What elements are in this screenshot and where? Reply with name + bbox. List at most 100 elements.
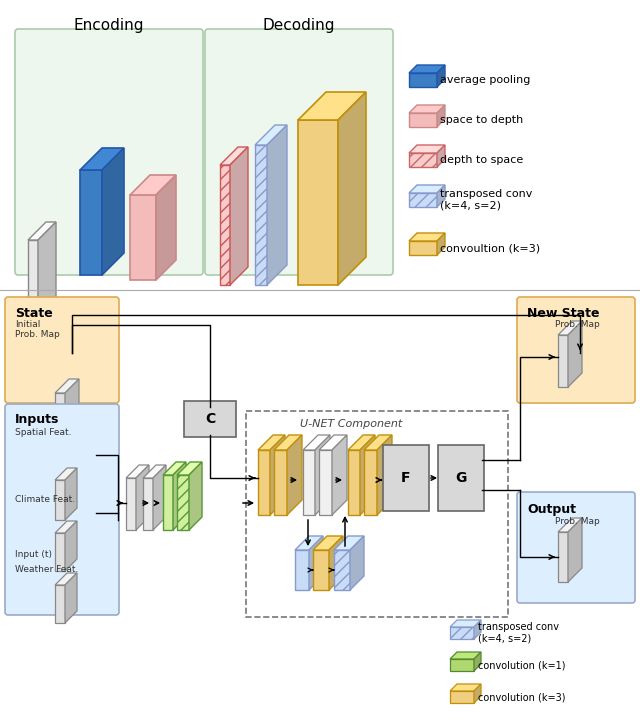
- Polygon shape: [177, 475, 189, 530]
- Polygon shape: [258, 435, 285, 450]
- Polygon shape: [409, 241, 437, 255]
- FancyBboxPatch shape: [15, 29, 203, 275]
- Polygon shape: [315, 435, 330, 515]
- Polygon shape: [143, 465, 166, 478]
- Polygon shape: [364, 435, 392, 450]
- Text: Encoding: Encoding: [74, 18, 144, 33]
- Polygon shape: [568, 321, 582, 387]
- Polygon shape: [348, 435, 375, 450]
- Polygon shape: [255, 125, 287, 145]
- Polygon shape: [319, 435, 347, 450]
- Polygon shape: [55, 379, 79, 393]
- Polygon shape: [474, 684, 481, 703]
- Polygon shape: [303, 435, 330, 450]
- FancyBboxPatch shape: [205, 29, 393, 275]
- Polygon shape: [55, 468, 77, 480]
- Polygon shape: [437, 145, 445, 167]
- Polygon shape: [55, 585, 65, 623]
- Polygon shape: [274, 435, 302, 450]
- Polygon shape: [334, 550, 350, 590]
- Polygon shape: [409, 145, 445, 153]
- Polygon shape: [437, 105, 445, 127]
- Text: average pooling: average pooling: [440, 75, 531, 85]
- Polygon shape: [329, 536, 343, 590]
- Text: convolution (k=1): convolution (k=1): [478, 660, 566, 670]
- Polygon shape: [348, 450, 360, 515]
- Polygon shape: [437, 65, 445, 87]
- Polygon shape: [130, 195, 156, 280]
- Polygon shape: [558, 518, 582, 532]
- FancyBboxPatch shape: [184, 401, 236, 437]
- FancyBboxPatch shape: [5, 404, 119, 615]
- Text: C: C: [205, 412, 215, 426]
- Text: Climate Feat.: Climate Feat.: [15, 495, 75, 504]
- Polygon shape: [298, 120, 338, 285]
- Polygon shape: [177, 462, 202, 475]
- Polygon shape: [55, 533, 65, 571]
- FancyBboxPatch shape: [383, 445, 429, 511]
- Text: U-NET Component: U-NET Component: [300, 419, 403, 429]
- Polygon shape: [130, 175, 176, 195]
- Polygon shape: [65, 379, 79, 448]
- Polygon shape: [28, 222, 56, 240]
- Text: Initial
Prob. Map: Initial Prob. Map: [15, 320, 60, 339]
- Text: Prob. Map: Prob. Map: [555, 320, 600, 329]
- Text: transposed conv
(k=4, s=2): transposed conv (k=4, s=2): [440, 189, 532, 211]
- Polygon shape: [55, 573, 77, 585]
- Polygon shape: [558, 532, 568, 582]
- Polygon shape: [409, 113, 437, 127]
- Polygon shape: [189, 462, 202, 530]
- Polygon shape: [255, 145, 267, 285]
- Polygon shape: [136, 465, 149, 530]
- Polygon shape: [55, 521, 77, 533]
- Polygon shape: [65, 468, 77, 520]
- Polygon shape: [65, 573, 77, 623]
- Polygon shape: [173, 462, 186, 530]
- Text: Input (t): Input (t): [15, 550, 52, 559]
- Polygon shape: [298, 92, 366, 120]
- Polygon shape: [295, 550, 309, 590]
- Polygon shape: [163, 462, 186, 475]
- Text: space to depth: space to depth: [440, 115, 524, 125]
- Polygon shape: [450, 659, 474, 671]
- Polygon shape: [350, 536, 364, 590]
- Polygon shape: [156, 175, 176, 280]
- Polygon shape: [313, 536, 343, 550]
- Polygon shape: [267, 125, 287, 285]
- Polygon shape: [338, 92, 366, 285]
- Polygon shape: [153, 465, 166, 530]
- Polygon shape: [309, 536, 323, 590]
- Polygon shape: [55, 480, 65, 520]
- Polygon shape: [126, 478, 136, 530]
- Polygon shape: [270, 435, 285, 515]
- Polygon shape: [80, 170, 102, 275]
- Polygon shape: [437, 233, 445, 255]
- Polygon shape: [303, 450, 315, 515]
- Polygon shape: [409, 153, 437, 167]
- Polygon shape: [450, 652, 481, 659]
- Polygon shape: [568, 518, 582, 582]
- Polygon shape: [409, 233, 445, 241]
- Polygon shape: [558, 321, 582, 335]
- Polygon shape: [102, 148, 124, 275]
- FancyBboxPatch shape: [438, 445, 484, 511]
- Polygon shape: [450, 627, 474, 639]
- Polygon shape: [220, 165, 230, 285]
- Polygon shape: [319, 450, 332, 515]
- Polygon shape: [409, 105, 445, 113]
- Text: convoultion (k=3): convoultion (k=3): [440, 243, 540, 253]
- Polygon shape: [450, 620, 481, 627]
- Polygon shape: [474, 652, 481, 671]
- Text: transposed conv
(k=4, s=2): transposed conv (k=4, s=2): [478, 622, 559, 644]
- Polygon shape: [474, 620, 481, 639]
- FancyBboxPatch shape: [517, 492, 635, 603]
- Text: Spatial Feat.: Spatial Feat.: [15, 428, 72, 437]
- Text: Prob. Map: Prob. Map: [555, 517, 600, 526]
- Text: G: G: [455, 471, 467, 485]
- Polygon shape: [332, 435, 347, 515]
- Polygon shape: [163, 475, 173, 530]
- Polygon shape: [558, 335, 568, 387]
- Text: Weather Feat.: Weather Feat.: [15, 565, 78, 574]
- Polygon shape: [80, 148, 124, 170]
- Polygon shape: [450, 684, 481, 691]
